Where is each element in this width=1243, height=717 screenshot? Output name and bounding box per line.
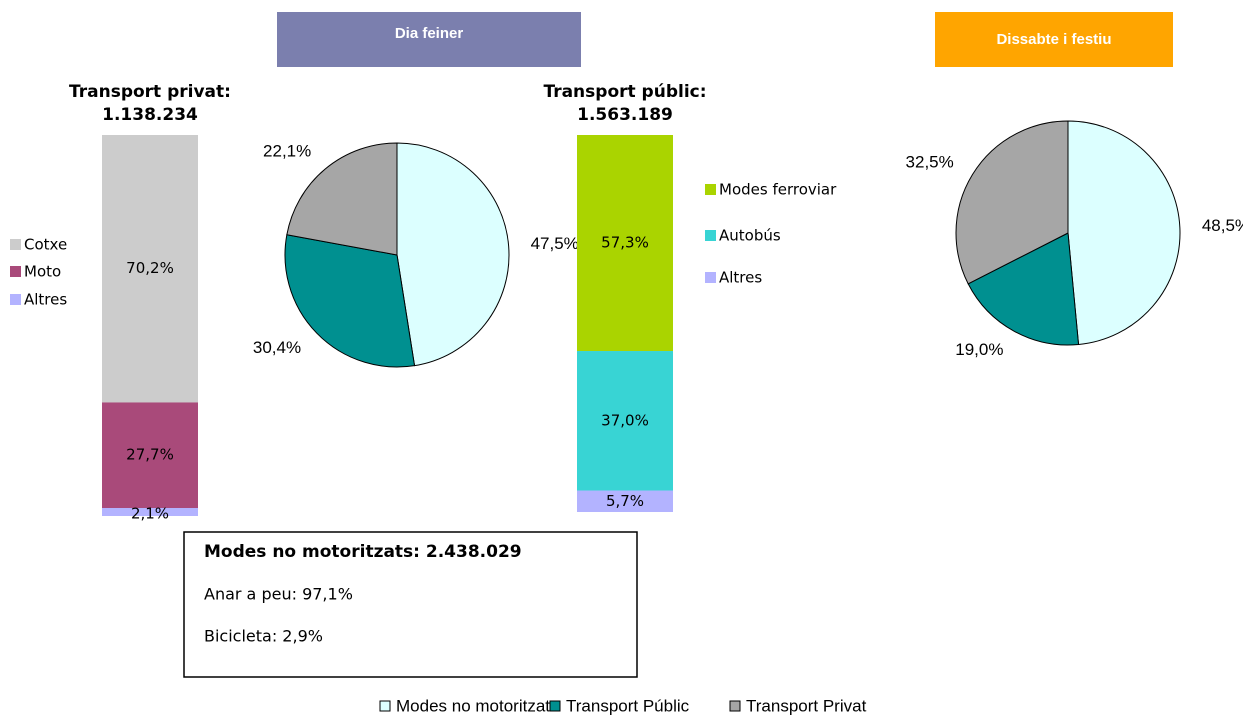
pie-slice — [967, 232, 1080, 346]
legend-swatch — [10, 294, 21, 305]
note-line: Anar a peu: 97,1% — [204, 585, 353, 604]
legend-label: Autobús — [719, 227, 781, 245]
legend-label: Modes no motoritzats — [396, 696, 559, 715]
pie-slice — [286, 142, 398, 256]
legend-swatch — [379, 700, 391, 712]
bar-segment — [102, 135, 198, 403]
legend-swatch — [10, 266, 21, 277]
note-line: Bicicleta: 2,9% — [204, 627, 323, 646]
bar-segment — [577, 351, 673, 491]
legend-swatch — [10, 239, 21, 250]
value-label: 32,5% — [906, 152, 954, 171]
chart-title: Transport públic: — [543, 82, 706, 102]
legend-label: Modes ferroviar — [719, 181, 837, 199]
legend-swatch — [705, 272, 716, 283]
header: Dia feiner — [395, 25, 464, 42]
value-label: 2,1% — [131, 504, 169, 522]
legend-label: Transport Privat — [746, 696, 867, 715]
legend-label: Altres — [24, 291, 67, 309]
value-label: 5,7% — [606, 492, 644, 510]
legend-label: Moto — [24, 263, 61, 281]
legend-label: Transport Públic — [566, 696, 690, 715]
legend-swatch — [549, 700, 561, 712]
header-box — [935, 12, 1173, 67]
header-box — [277, 12, 581, 67]
pie-slice — [1067, 120, 1181, 346]
note-box — [183, 531, 638, 678]
chart-subtitle: 1.563.189 — [577, 105, 673, 125]
header: Dissabte i festiu — [996, 31, 1111, 48]
pie-slice — [955, 120, 1069, 285]
value-label: 37,0% — [601, 411, 649, 429]
value-label: 70,2% — [126, 259, 174, 277]
legend-swatch — [705, 230, 716, 241]
bar-segment — [577, 490, 673, 512]
legend-label: Altres — [719, 269, 762, 287]
value-label: 22,1% — [263, 142, 311, 161]
value-label: 30,4% — [253, 338, 301, 357]
chart-subtitle: 1.138.234 — [102, 105, 198, 125]
pie-slice — [396, 142, 510, 367]
note-title: Modes no motoritzats: 2.438.029 — [204, 542, 522, 562]
chart-title: Transport privat: — [69, 82, 231, 102]
bar-segment — [102, 507, 198, 516]
value-label: 48,5% — [1202, 216, 1243, 235]
bar-segment — [102, 402, 198, 508]
pie-slice — [284, 234, 416, 368]
value-label: 57,3% — [601, 234, 649, 252]
bar-segment — [577, 135, 673, 352]
legend-label: Cotxe — [24, 236, 67, 254]
legend-swatch — [729, 700, 741, 712]
value-label: 47,5% — [531, 234, 579, 253]
value-label: 27,7% — [126, 446, 174, 464]
value-label: 19,0% — [955, 340, 1003, 359]
legend-swatch — [705, 184, 716, 195]
